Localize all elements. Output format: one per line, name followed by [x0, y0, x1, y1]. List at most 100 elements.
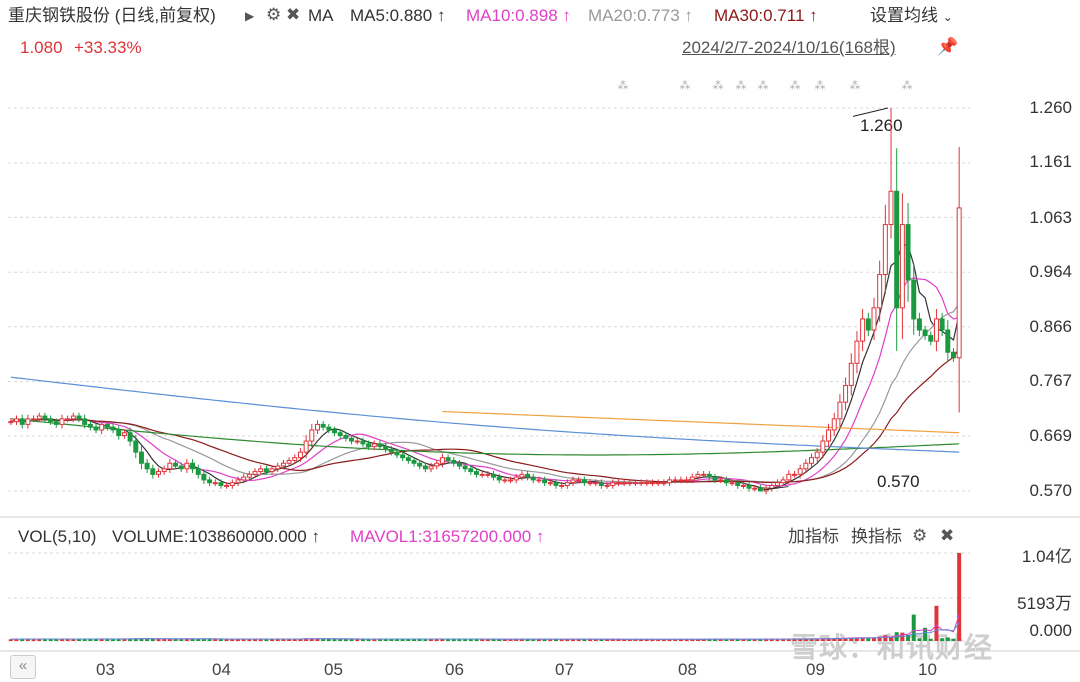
volume-bar — [264, 639, 269, 641]
volume-bar — [917, 638, 922, 641]
volume-bar — [116, 638, 121, 641]
candle-body — [939, 318, 945, 331]
candle-body — [93, 426, 99, 431]
volume-bar — [42, 639, 47, 641]
candle-body — [144, 462, 150, 470]
volume-bar — [338, 639, 343, 641]
volume-bar — [145, 638, 150, 641]
event-marker-icon: ⁂ — [736, 80, 747, 92]
ma-settings-button[interactable]: 设置均线 ⌄ — [870, 6, 953, 25]
volume-bar — [372, 639, 377, 641]
candle-body — [366, 443, 372, 448]
candle-body — [894, 190, 900, 309]
candle-body — [235, 479, 241, 484]
candle-body — [184, 462, 190, 470]
volume-bar — [20, 638, 25, 641]
volume-bar — [139, 638, 144, 641]
month-label: 06 — [445, 660, 464, 679]
candle-body — [439, 457, 445, 464]
switch-indicator-button[interactable]: 换指标 — [851, 527, 902, 546]
volume-bar — [14, 639, 19, 641]
volume-bar — [622, 639, 627, 641]
price-tick: 0.767 — [1029, 371, 1072, 390]
volume-bar — [667, 639, 672, 641]
candle-body — [445, 457, 451, 461]
play-triangle-icon[interactable]: ▶ — [245, 9, 255, 23]
close-circle-icon[interactable]: ✖ — [286, 5, 301, 24]
volume-bar — [434, 639, 439, 641]
event-marker-icon: ⁂ — [713, 80, 724, 92]
stock-title[interactable]: 重庆钢铁股份 (日线,前复权) — [8, 6, 216, 25]
volume-bar — [576, 639, 581, 641]
candle-body — [25, 418, 31, 425]
volume-bar — [639, 639, 644, 641]
volume-bar — [741, 639, 746, 641]
volume-bar — [860, 637, 865, 641]
month-label: 03 — [96, 660, 115, 679]
candle-body — [786, 473, 792, 481]
volume-bar — [190, 638, 195, 641]
candle-body — [59, 418, 65, 425]
candle-body — [547, 482, 553, 485]
volume-bar — [605, 639, 610, 641]
volume-bar — [673, 639, 678, 641]
volume-bar — [446, 639, 451, 641]
candle-body — [718, 479, 724, 482]
volume-bar — [764, 639, 769, 641]
candle-body — [241, 476, 247, 481]
volume-bar — [429, 639, 434, 641]
candle-body — [400, 454, 406, 459]
close-circle-icon[interactable]: ✖ — [940, 526, 955, 545]
candle-body — [837, 401, 843, 420]
volume-bar — [394, 639, 399, 641]
volume-bar — [849, 637, 854, 641]
scroll-left-button[interactable]: « — [10, 655, 36, 679]
date-range[interactable]: 2024/2/7-2024/10/16(168根) — [682, 38, 896, 57]
volume-bar — [650, 639, 655, 641]
candle-body — [791, 473, 797, 476]
price-tick: 1.161 — [1029, 152, 1072, 171]
volume-bar — [54, 639, 59, 641]
candle-body — [76, 415, 82, 420]
month-label: 07 — [555, 660, 574, 679]
ma-label: MA — [308, 6, 334, 25]
candle-body — [110, 426, 116, 431]
volume-bar — [406, 639, 411, 641]
volume-bar — [241, 639, 246, 641]
candle-body — [388, 448, 394, 453]
candle-body — [161, 468, 167, 473]
volume-bar — [502, 639, 507, 641]
candle-body — [871, 307, 877, 331]
candle-body — [712, 476, 718, 481]
volume-bar — [412, 639, 417, 641]
volume-bar — [65, 639, 70, 641]
event-marker-icon: ⁂ — [618, 80, 629, 92]
volume-bar — [644, 639, 649, 641]
gear-icon[interactable]: ⚙ — [912, 526, 928, 545]
volume-tick: 1.04亿 — [1021, 547, 1072, 566]
volume-bar — [559, 639, 564, 641]
candle-body — [905, 224, 911, 281]
gear-icon[interactable]: ⚙ — [266, 5, 282, 24]
pin-icon[interactable]: 📌 — [937, 37, 959, 56]
price-tick: 0.570 — [1029, 481, 1072, 500]
volume-bar — [128, 638, 133, 641]
volume-bar — [207, 639, 212, 641]
volume-bar — [343, 639, 348, 641]
event-marker-icon: ⁂ — [815, 80, 826, 92]
volume-bar — [508, 639, 513, 641]
volume-bar — [735, 639, 740, 641]
candle-body — [513, 476, 519, 481]
candle-body — [190, 462, 196, 470]
candle-body — [343, 434, 349, 439]
candle-body — [337, 432, 343, 436]
volume-bar — [8, 639, 13, 641]
add-indicator-button[interactable]: 加指标 — [788, 527, 839, 546]
candle-body — [525, 473, 531, 478]
candle-body — [826, 429, 832, 442]
candle-body — [945, 329, 951, 353]
candle-body — [212, 482, 218, 485]
volume-bar — [724, 639, 729, 641]
candle-body — [456, 462, 462, 467]
